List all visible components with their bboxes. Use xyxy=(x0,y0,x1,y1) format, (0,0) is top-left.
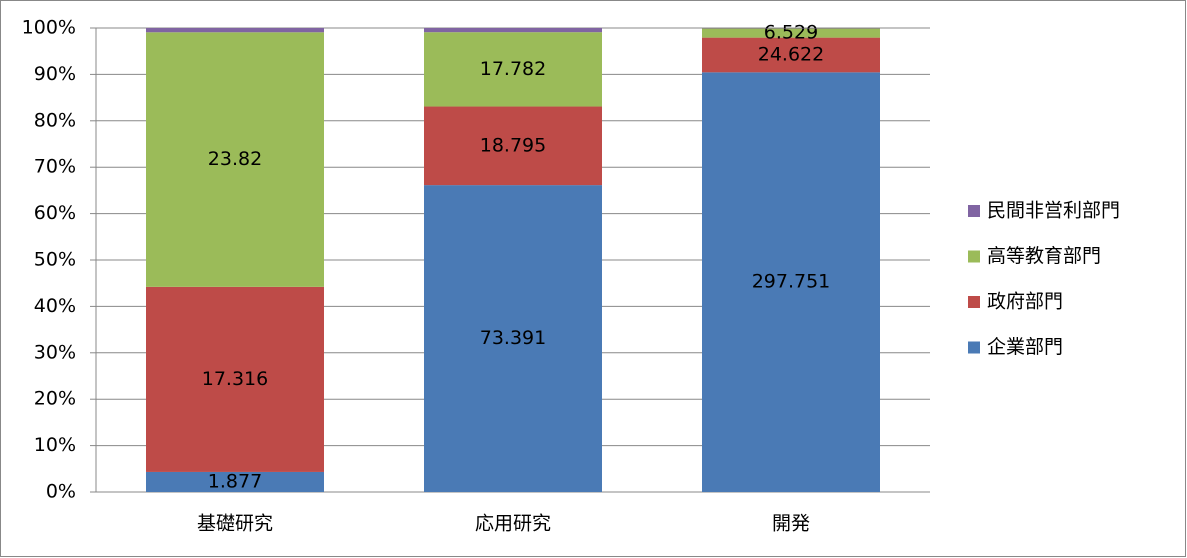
y-tick-label: 0% xyxy=(46,481,76,503)
y-tick-label: 90% xyxy=(34,63,76,85)
legend-label: 民間非営利部門 xyxy=(987,200,1120,222)
legend-swatch xyxy=(968,205,980,217)
y-tick-label: 20% xyxy=(34,388,76,410)
x-tick-label: 基礎研究 xyxy=(197,513,273,535)
bar-segment xyxy=(702,72,880,492)
legend-swatch xyxy=(968,296,980,308)
legend-swatch xyxy=(968,341,980,354)
x-tick-label: 応用研究 xyxy=(475,513,551,535)
value-label: 17.782 xyxy=(480,58,546,80)
bar-segment xyxy=(702,37,880,73)
bar-segment xyxy=(146,32,324,287)
legend-label: 企業部門 xyxy=(987,336,1063,358)
legend-label: 政府部門 xyxy=(987,291,1063,313)
legend-swatch xyxy=(968,250,980,263)
y-tick-label: 40% xyxy=(34,295,76,317)
x-tick-label: 開発 xyxy=(772,513,810,535)
value-label: 24.622 xyxy=(758,43,824,65)
value-label: 73.391 xyxy=(480,327,546,349)
y-tick-label: 70% xyxy=(34,156,76,178)
y-tick-label: 100% xyxy=(22,17,76,39)
value-label: 297.751 xyxy=(752,271,831,293)
value-label: 17.316 xyxy=(202,368,268,390)
bar-segment xyxy=(424,106,602,186)
legend-label: 高等教育部門 xyxy=(987,245,1101,267)
y-tick-label: 30% xyxy=(34,341,76,363)
value-label: 6.529 xyxy=(764,22,818,44)
bar-segment xyxy=(146,286,324,472)
value-label: 18.795 xyxy=(480,134,546,156)
value-label: 1.877 xyxy=(208,470,262,492)
bar-segment xyxy=(702,28,880,38)
bar-segment xyxy=(146,28,324,33)
y-tick-label: 50% xyxy=(34,249,76,271)
bar-segment xyxy=(424,32,602,107)
y-tick-label: 60% xyxy=(34,202,76,224)
y-tick-label: 80% xyxy=(34,109,76,131)
bar-segment xyxy=(146,471,324,492)
bar-segment xyxy=(424,185,602,492)
value-label: 23.82 xyxy=(208,148,262,170)
y-tick-label: 10% xyxy=(34,434,76,456)
bar-segment xyxy=(424,28,602,33)
